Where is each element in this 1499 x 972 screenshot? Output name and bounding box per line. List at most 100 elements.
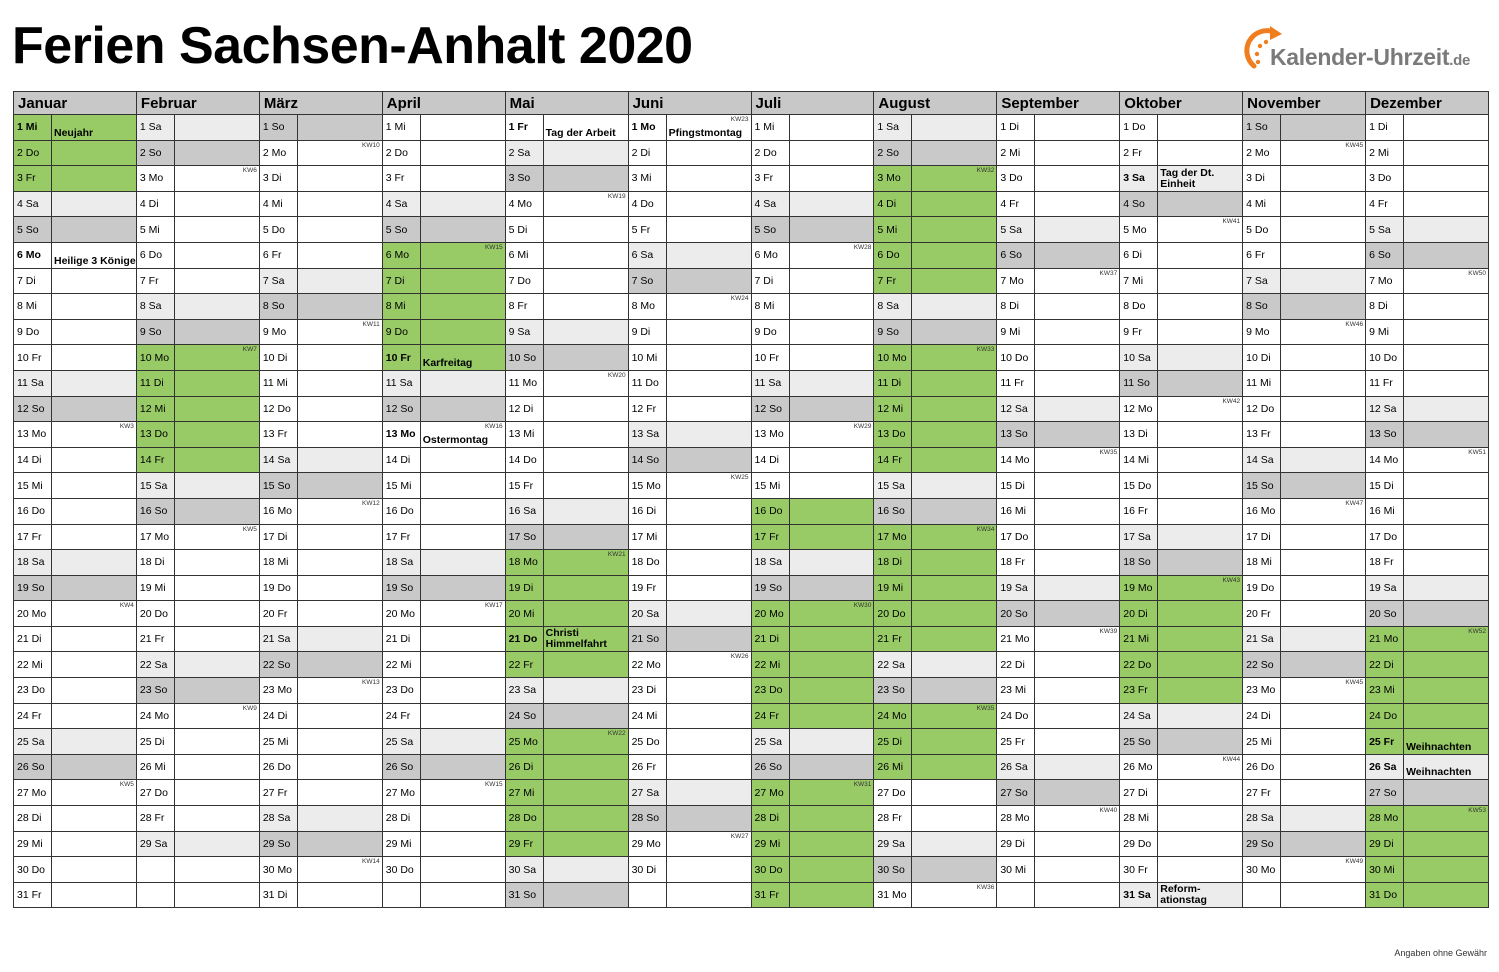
day-cell: 14 Sa — [1242, 446, 1282, 474]
holiday-name: Tag der Dt. Einheit — [1160, 166, 1215, 190]
day-cell: 29 Mo — [627, 830, 667, 858]
holiday-note-cell: Tag der Dt. Einheit — [1157, 165, 1244, 192]
note-cell — [296, 805, 383, 832]
calendar-row: 4 Sa 4 Di 4 Mi 4 Sa 4 Mo KW19 4 Do 4 Sa 4 Di 4 Fr… — [13, 190, 1489, 218]
day-cell: 1 Mi — [381, 114, 421, 141]
day-cell: 7 Fr — [873, 267, 913, 295]
disclaimer: Angaben ohne Gewähr — [1394, 948, 1487, 958]
note-cell — [542, 318, 629, 346]
note-cell: KW39 — [1034, 625, 1121, 653]
note-cell: KW19 — [542, 190, 629, 218]
calendar-row: 5 So 5 Mi 5 Do 5 So 5 Di 5 Fr 5 So 5 Mi 5 Sa 5 Mo… — [13, 216, 1489, 243]
day-cell: 16 Sa — [504, 497, 544, 525]
day-cell: 25 Fr — [1365, 728, 1405, 755]
week-number-label: KW12 — [362, 499, 380, 507]
day-cell: 16 Do — [381, 497, 421, 525]
note-cell — [1280, 625, 1367, 653]
note-cell — [665, 395, 752, 423]
note-cell — [1034, 600, 1121, 627]
note-cell — [911, 600, 998, 627]
day-cell: 20 Mo — [750, 600, 790, 627]
day-cell: 2 Do — [381, 139, 421, 167]
day-cell: 30 Do — [13, 856, 52, 883]
note-cell — [1034, 753, 1121, 781]
day-cell: 1 So — [258, 114, 298, 141]
note-cell — [542, 241, 629, 269]
note-cell — [419, 497, 506, 525]
note-cell: KW41 — [1157, 216, 1244, 243]
day-cell: 29 Mi — [13, 830, 52, 858]
day-cell: 4 Mi — [258, 190, 298, 218]
day-cell: 31 Fr — [750, 881, 790, 909]
day-cell: 23 Do — [381, 677, 421, 704]
day-cell: 25 Di — [873, 728, 913, 755]
note-cell — [1034, 779, 1121, 807]
calendar-row: 28 Di 28 Fr 28 Sa 28 Di 28 Do 28 So 28 Di 28 Fr… — [13, 805, 1489, 832]
holiday-name: Christi Himmelfahrt — [545, 627, 607, 651]
note-cell — [542, 165, 629, 192]
note-cell — [1403, 318, 1489, 346]
note-cell: KW37 — [1034, 267, 1121, 295]
day-cell: 11 So — [1119, 369, 1159, 397]
note-cell — [665, 421, 752, 448]
note-cell: KW42 — [1157, 395, 1244, 423]
month-header-juli: Juli — [750, 91, 875, 115]
week-number-label: KW33 — [976, 346, 995, 354]
day-cell: 10 Mi — [627, 344, 667, 371]
note-cell — [296, 728, 383, 755]
note-cell — [1280, 600, 1367, 627]
day-cell: 2 Di — [627, 139, 667, 167]
note-cell — [1280, 369, 1367, 397]
day-cell: 4 Di — [873, 190, 913, 218]
day-cell: 14 Mi — [1119, 446, 1159, 474]
note-cell — [173, 651, 260, 679]
day-cell: 11 Mi — [1242, 369, 1282, 397]
note-cell — [1403, 677, 1489, 704]
note-cell — [911, 216, 998, 243]
note-cell — [296, 625, 383, 653]
note-cell — [788, 523, 875, 551]
note-cell: KW52 — [1403, 625, 1489, 653]
day-cell: 11 Do — [627, 369, 667, 397]
note-cell: KW29 — [788, 421, 875, 448]
day-cell: 23 Mo — [258, 677, 298, 704]
month-header-april: April — [381, 91, 506, 115]
week-number-label: KW30 — [853, 602, 872, 610]
week-number-label: KW10 — [362, 141, 380, 149]
note-cell — [1157, 472, 1244, 499]
day-cell: 18 Di — [135, 549, 175, 576]
note-cell: KW47 — [1280, 497, 1367, 525]
note-cell — [1403, 114, 1489, 141]
day-cell: 28 Mi — [1119, 805, 1159, 832]
day-cell: 5 So — [381, 216, 421, 243]
day-cell: 24 Mi — [627, 702, 667, 730]
day-cell: 1 Di — [1365, 114, 1405, 141]
note-cell — [419, 625, 506, 653]
day-cell: 18 Do — [627, 549, 667, 576]
day-cell: 2 Sa — [504, 139, 544, 167]
note-cell — [1034, 497, 1121, 525]
kalender-uhrzeit-logo[interactable]: Kalender-Uhrzeit.de — [1244, 22, 1494, 78]
day-cell: 3 Di — [258, 165, 298, 192]
day-cell: 23 Mi — [1365, 677, 1405, 704]
day-cell: 31 Mo — [873, 881, 913, 909]
note-cell — [1034, 651, 1121, 679]
day-cell: 11 Di — [873, 369, 913, 397]
note-cell — [419, 856, 506, 883]
holiday-note-cell: Reform-ationstag — [1157, 881, 1244, 909]
day-cell: 25 Sa — [13, 728, 52, 755]
note-cell — [542, 421, 629, 448]
day-cell: 23 So — [135, 677, 175, 704]
day-cell: 19 Sa — [1365, 574, 1405, 602]
day-cell: 16 Mi — [996, 497, 1036, 525]
week-number-label: KW4 — [119, 602, 134, 610]
week-number-label: KW35 — [1099, 448, 1118, 456]
note-cell — [542, 344, 629, 371]
week-number-label: KW11 — [362, 320, 380, 328]
week-number-label: KW41 — [1222, 218, 1241, 226]
day-cell: 2 Mo — [1242, 139, 1282, 167]
day-cell: 26 Di — [504, 753, 544, 781]
day-cell: 16 Do — [13, 497, 52, 525]
day-cell: 11 Sa — [13, 369, 52, 397]
note-cell — [51, 216, 137, 243]
